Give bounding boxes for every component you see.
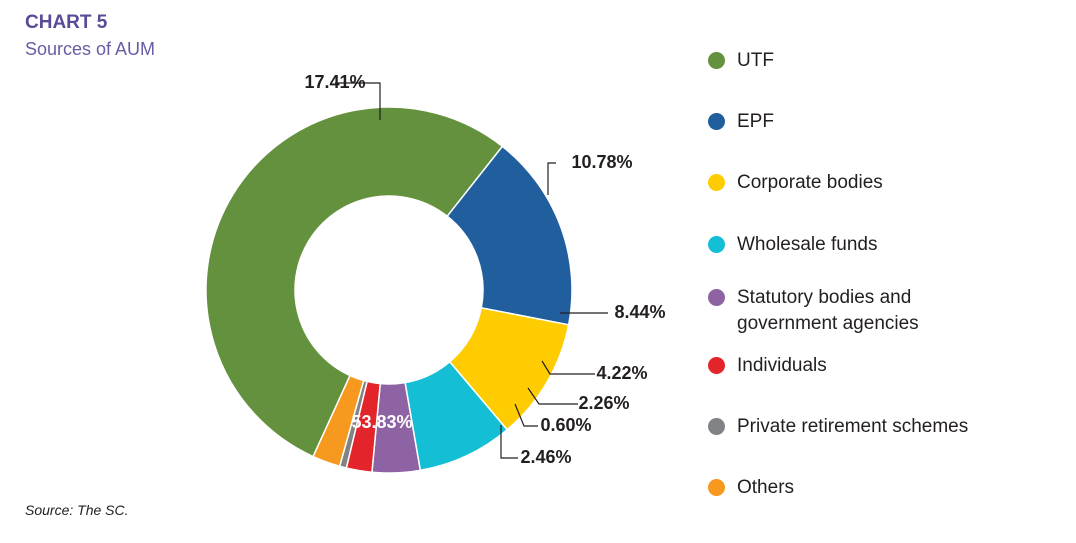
legend-label: Individuals xyxy=(737,355,827,376)
legend-label: Private retirement schemes xyxy=(737,416,969,437)
slice-others xyxy=(312,374,365,468)
legend-swatch xyxy=(708,174,725,191)
legend-item: Corporate bodies xyxy=(708,170,883,196)
slice-epf xyxy=(446,145,573,326)
legend-swatch xyxy=(708,418,725,435)
source-note: Source: The SC. xyxy=(25,502,129,518)
legend-label: UTF xyxy=(737,50,774,71)
leader-line xyxy=(514,403,538,427)
data-label: 8.44% xyxy=(614,302,665,322)
data-label: 0.60% xyxy=(540,415,591,435)
legend-item: Individuals xyxy=(708,353,827,379)
legend-swatch xyxy=(708,113,725,130)
leader-line xyxy=(541,360,595,375)
legend-label: Wholesale funds xyxy=(737,234,878,255)
legend-label: Others xyxy=(737,477,795,498)
legend-swatch xyxy=(708,289,725,306)
legend-label: Corporate bodies xyxy=(737,172,883,193)
data-label: 2.46% xyxy=(520,447,571,467)
data-label: 2.26% xyxy=(578,393,629,413)
data-label: 4.22% xyxy=(596,363,647,383)
legend-swatch xyxy=(708,52,725,69)
data-label: 17.41% xyxy=(304,72,365,92)
leader-line xyxy=(500,425,518,459)
legend-item: Statutory bodies and government agencies xyxy=(708,285,919,337)
legend-swatch xyxy=(708,479,725,496)
leader-line xyxy=(335,82,381,120)
legend-swatch xyxy=(708,236,725,253)
leader-line xyxy=(527,387,578,405)
slice-utf xyxy=(205,106,504,458)
legend-item: Wholesale funds xyxy=(708,232,877,258)
data-label: 53.83% xyxy=(351,412,412,432)
legend-item: UTF xyxy=(708,48,774,74)
legend-label: EPF xyxy=(737,111,774,132)
legend-item: EPF xyxy=(708,109,774,135)
chart-legend: UTF EPF Corporate bodies Wholesale funds Sta… xyxy=(708,48,1048,508)
chart-subtitle: Sources of AUM xyxy=(25,39,156,59)
legend-label: Statutory bodies and government agencies xyxy=(737,287,919,334)
data-label: 10.78% xyxy=(571,152,632,172)
chart-title: CHART 5 xyxy=(25,12,108,33)
legend-item: Others xyxy=(708,475,794,501)
legend-swatch xyxy=(708,357,725,374)
donut-slices xyxy=(205,106,573,474)
leader-line xyxy=(547,162,556,195)
legend-item: Private retirement schemes xyxy=(708,414,968,440)
